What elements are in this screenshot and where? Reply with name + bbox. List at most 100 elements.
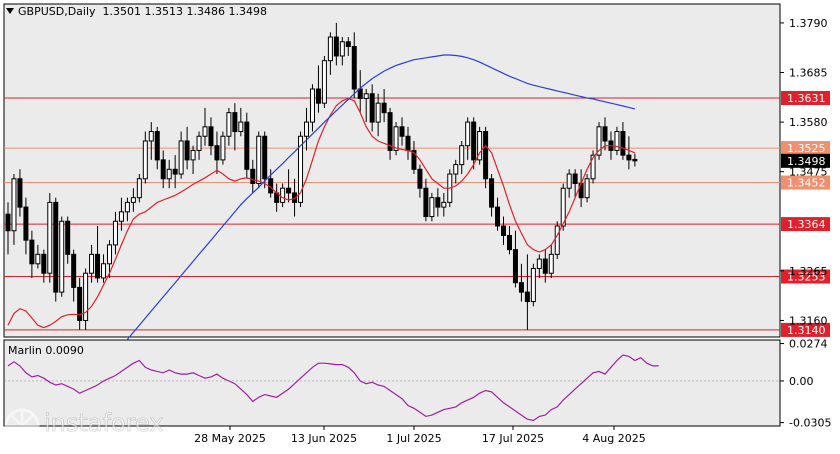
time-tick-label: 28 May 2025 [194,432,266,445]
candle-body [536,258,542,270]
level-price-tag [781,322,830,337]
ma-slow-line [126,54,636,340]
candle-body [375,102,381,123]
candle-body [417,168,423,189]
moving-averages-layer [7,54,636,340]
candle-body [453,164,459,175]
ma-fast-line [7,97,636,329]
candle-body [363,93,369,99]
candle-body [124,201,130,213]
price-tick-label: 1.3790 [789,17,828,30]
oscillator-layer: 0.0274 0.00 -0.0305 [4,338,831,430]
candle-body [584,178,590,199]
horizontal-levels: 1.3631 1.3525 1.3452 1.3364 1.3253 1.3140 [4,90,830,337]
candle-body [65,220,71,255]
candle-body [95,253,101,279]
candle-body [47,201,53,274]
candle-body [59,220,65,293]
candle-body [118,211,124,222]
candle-body [202,126,208,137]
candle-body [512,249,518,284]
candle-body [292,192,298,203]
candle-body [614,131,620,151]
candle-body [262,135,268,180]
time-tick-label: 13 Jun 2025 [291,432,357,445]
candle-body [298,135,304,203]
candle-body [572,173,578,184]
candle-body [489,178,495,208]
candle-body [190,149,196,161]
price-tick-label: 1.3160 [789,314,828,327]
candle-body [483,131,489,180]
candle-body [238,121,244,133]
level-price-tag [781,90,830,105]
level-price-tag [781,141,830,156]
candle-body [232,112,238,133]
oscillator-tick-label: 0.0274 [789,338,828,351]
time-tick-label: 17 Jul 2025 [482,432,544,445]
candle-body [142,140,148,180]
current-price-label: 1.3498 [787,155,826,168]
candle-body [148,131,154,142]
candle-body [11,178,17,232]
price-axis: 1.3790 1.3685 1.3580 1.3475 1.3265 1.3160 1.34… [780,17,830,327]
candle-body [160,159,166,180]
candle-body [626,154,632,161]
candle-body [154,131,160,161]
candle-body [286,187,292,194]
candle-body [345,41,351,48]
candle-body [620,131,626,156]
level-price-label: 1.3140 [787,324,826,337]
level-price-tag [781,175,830,190]
candle-body [465,121,471,147]
candle-body [405,135,411,151]
candle-body [71,253,77,288]
candle-body [435,197,441,208]
candle-body [184,140,190,161]
candle-body [130,197,136,203]
candle-body [357,88,363,99]
candle-body [524,291,530,303]
level-price-label: 1.3364 [787,218,826,231]
candle-body [136,178,142,199]
candle-body [53,201,59,293]
candle-body [77,286,83,321]
candle-body [220,135,226,161]
candle-body [423,187,429,218]
candle-body [542,258,548,274]
current-price-tag [781,153,830,168]
triangle-down-icon[interactable] [6,8,14,14]
candle-body [590,154,596,180]
candle-body [106,244,112,265]
candle-body [321,60,327,104]
candle-body [530,268,536,303]
candle-body [477,131,483,161]
candle-body [387,112,393,151]
candle-body [309,88,315,123]
candle-body [506,234,512,251]
candle-body [166,168,172,180]
candle-body [459,145,465,166]
candle-body [226,112,232,137]
oscillator-title: Marlin 0.0090 [8,344,84,357]
candle-body [5,213,11,232]
candle-body [632,158,638,162]
candle-body [441,201,447,208]
candle-body [339,41,345,57]
candle-body [495,206,501,227]
candle-body [602,126,608,142]
candle-body [208,126,214,147]
candle-body [369,93,375,123]
candle-body [29,239,35,265]
candle-body [101,263,107,279]
watermark: instaforex Instant Forex Trading [4,408,164,447]
time-tick-label: 1 Jul 2025 [386,432,441,445]
logo-burst-icon [6,410,38,442]
candle-body [315,88,321,104]
candle-body [214,145,220,161]
candle-body [411,149,417,170]
candle-body [17,178,23,208]
candle-body [35,253,41,265]
candle-body [429,197,435,218]
